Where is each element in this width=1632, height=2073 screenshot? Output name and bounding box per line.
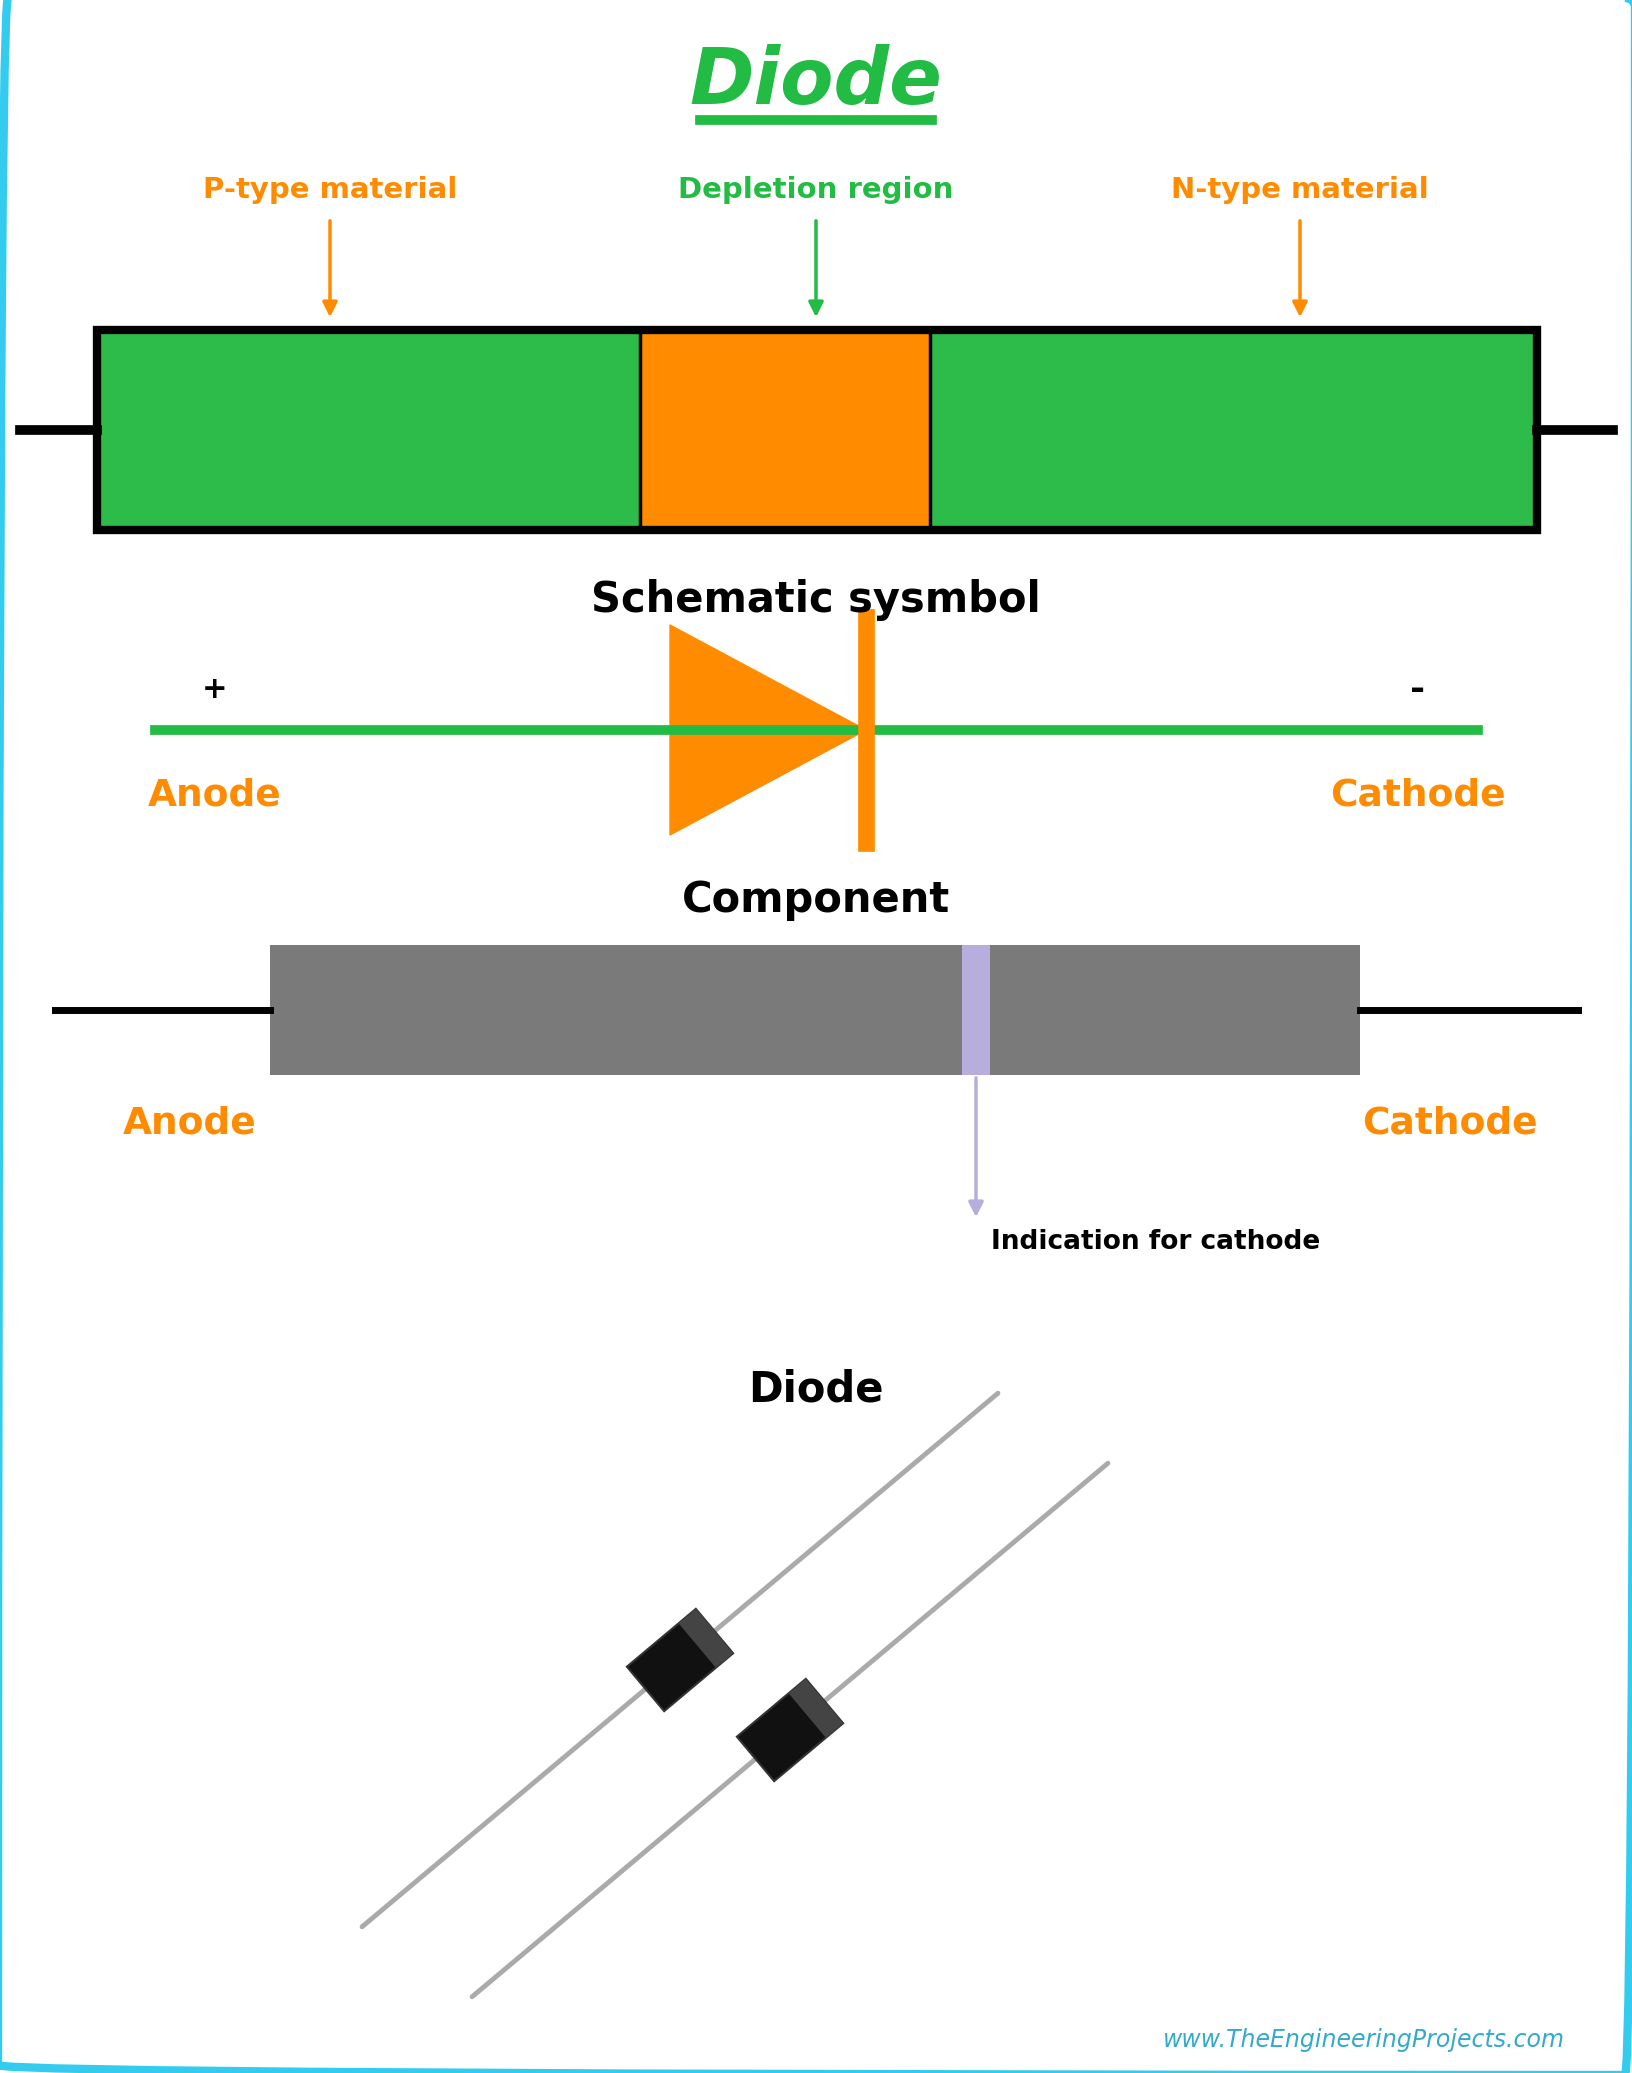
- Polygon shape: [788, 1679, 842, 1737]
- Text: Component: Component: [682, 879, 950, 920]
- Text: Anode: Anode: [122, 1105, 256, 1140]
- Bar: [930, 330, 1536, 531]
- Text: Depletion region: Depletion region: [677, 176, 953, 203]
- Polygon shape: [669, 624, 865, 835]
- Text: N-type material: N-type material: [1170, 176, 1428, 203]
- Text: Cathode: Cathode: [1330, 777, 1505, 813]
- Text: Cathode: Cathode: [1361, 1105, 1537, 1140]
- Bar: [961, 945, 989, 1076]
- Bar: [640, 330, 930, 531]
- Text: +: +: [202, 676, 228, 705]
- Bar: [269, 945, 1359, 1076]
- Text: Indication for cathode: Indication for cathode: [991, 1229, 1319, 1254]
- Polygon shape: [679, 1609, 733, 1669]
- Text: Anode: Anode: [149, 777, 282, 813]
- Text: Schematic sysmbol: Schematic sysmbol: [591, 578, 1040, 622]
- Polygon shape: [736, 1679, 842, 1781]
- Bar: [96, 330, 1536, 531]
- Bar: [96, 330, 640, 531]
- Text: www.TheEngineeringProjects.com: www.TheEngineeringProjects.com: [1162, 2027, 1563, 2052]
- Polygon shape: [627, 1609, 733, 1710]
- Text: Diode: Diode: [689, 44, 942, 120]
- Text: -: -: [1410, 674, 1425, 707]
- Text: P-type material: P-type material: [202, 176, 457, 203]
- Text: Diode: Diode: [747, 1368, 883, 1412]
